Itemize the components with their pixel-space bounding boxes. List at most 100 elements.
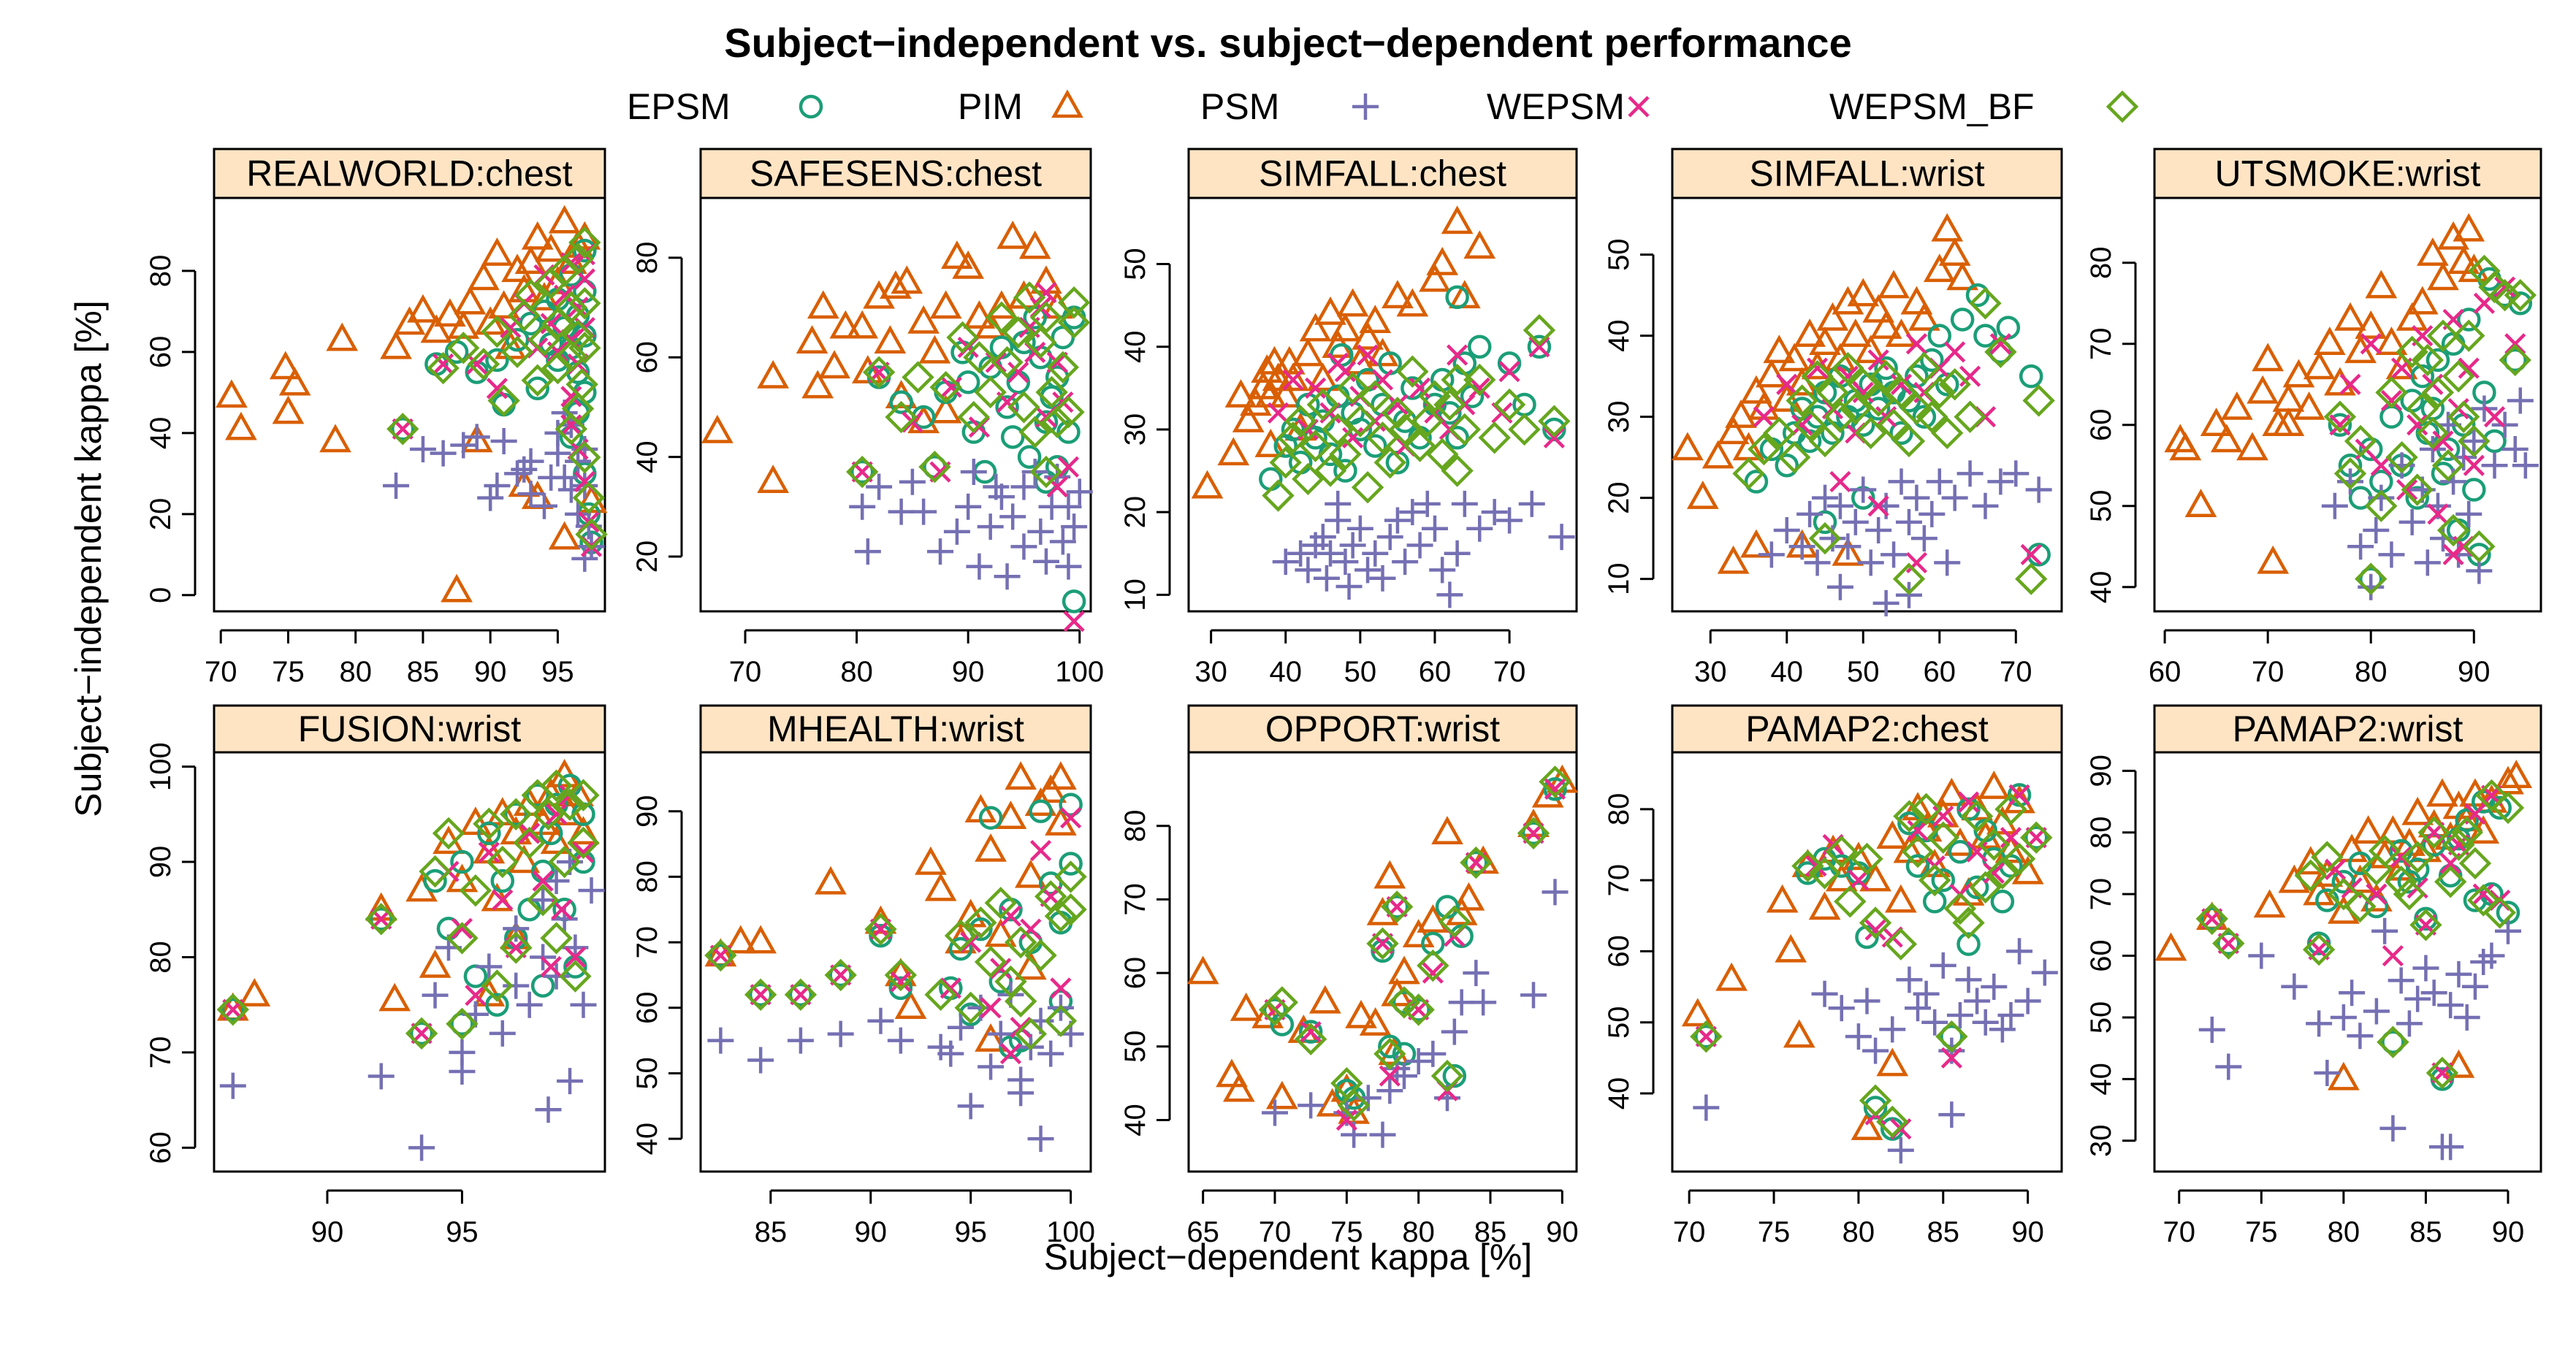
point-wepsm_bf: [1314, 454, 1347, 487]
point-psm: [1262, 1099, 1288, 1126]
point-wepsm: [560, 386, 582, 408]
y-tick-label: 30: [1603, 400, 1635, 433]
point-psm: [1287, 540, 1314, 567]
point-pim: [2377, 815, 2409, 844]
x-tick-label: 50: [1847, 656, 1880, 688]
point-pim: [2272, 383, 2305, 412]
point-wepsm_bf: [1337, 1089, 1371, 1122]
point-pim: [2401, 796, 2434, 825]
point-psm: [2501, 436, 2529, 463]
point-epsm: [1445, 426, 1469, 450]
point-wepsm_bf: [984, 887, 1017, 920]
strip-bg: [213, 148, 606, 199]
point-wepsm_bf: [1943, 892, 1977, 925]
point-psm: [2006, 938, 2033, 965]
point-wepsm_bf: [1824, 400, 1857, 433]
point-psm: [1981, 974, 2008, 1001]
point-wepsm: [1447, 344, 1468, 366]
y-tick-label: 60: [2085, 939, 2117, 972]
point-psm: [409, 436, 436, 463]
y-tick-label: 60: [2085, 408, 2117, 441]
point-psm: [854, 538, 881, 565]
point-psm: [1788, 533, 1815, 560]
y-tick-label: 0: [145, 587, 177, 603]
panel-title: OPPORT:wrist: [1265, 708, 1500, 749]
point-wepsm_bf: [1029, 301, 1063, 334]
point-wepsm_bf: [508, 299, 541, 332]
point-psm: [1842, 508, 1869, 535]
point-psm: [551, 464, 578, 491]
point-pim: [2385, 351, 2418, 380]
point-wepsm_bf: [1035, 375, 1068, 409]
point-wepsm_bf: [1870, 359, 1902, 393]
point-pim: [540, 825, 573, 855]
point-wepsm: [1029, 839, 1052, 862]
point-wepsm_bf: [1366, 927, 1399, 960]
point-wepsm_bf: [2003, 842, 2036, 876]
point-pim: [521, 221, 554, 250]
point-epsm: [1406, 998, 1430, 1022]
y-tick-label: 50: [1119, 1031, 1151, 1063]
point-wepsm_bf: [2212, 927, 2245, 960]
point-pim: [419, 949, 451, 978]
point-psm: [517, 481, 544, 508]
point-psm: [1470, 989, 1497, 1016]
point-wepsm_bf: [2327, 877, 2360, 911]
point-wepsm_bf: [2368, 834, 2401, 868]
point-wepsm_bf: [1002, 316, 1035, 349]
point-pim: [1292, 337, 1325, 367]
legend-marker-pim: [1051, 89, 1083, 118]
point-epsm: [956, 370, 980, 394]
point-wepsm_bf: [2450, 816, 2483, 849]
point-pim: [2252, 343, 2285, 372]
point-wepsm_bf: [481, 315, 514, 348]
point-wepsm_bf: [1292, 462, 1325, 496]
point-wepsm_bf: [1417, 949, 1449, 982]
point-wepsm: [2325, 858, 2347, 880]
plot-frame: [213, 196, 606, 613]
point-psm: [987, 1020, 1014, 1047]
point-psm: [1997, 1001, 2024, 1028]
point-psm: [543, 868, 570, 895]
point-pim: [963, 300, 996, 329]
point-wepsm_bf: [540, 769, 573, 802]
point-wepsm_bf: [2377, 1025, 2409, 1058]
point-wepsm_bf: [2453, 319, 2485, 352]
point-pim: [1441, 205, 1474, 234]
point-wepsm_bf: [1539, 765, 1571, 798]
panel-title: FUSION:wrist: [298, 708, 522, 749]
point-epsm: [1259, 467, 1283, 492]
point-epsm: [2426, 348, 2450, 373]
point-pim: [907, 405, 940, 434]
x-tick-label: 100: [1046, 1216, 1095, 1248]
point-pim: [1030, 265, 1062, 294]
point-psm: [1518, 490, 1545, 517]
point-wepsm_bf: [1778, 440, 1811, 474]
point-wepsm: [466, 353, 488, 375]
x-tick-label: 70: [2000, 656, 2032, 688]
panel-mhealth-wrist: MHEALTH:wrist 85 90 95 100 40 50 60 70 80 90: [631, 704, 1095, 1248]
point-wepsm_bf: [1884, 928, 1918, 960]
point-pim: [2154, 932, 2187, 961]
point-wepsm_bf: [432, 817, 465, 850]
panel-realworld-chest: REALWORLD:chest 70 75 80 85 90 95 0 20 40 60 80: [145, 148, 608, 688]
point-wepsm_bf: [446, 1007, 479, 1040]
point-pim: [975, 833, 1007, 862]
y-tick-label: 80: [631, 860, 663, 893]
point-epsm: [2019, 364, 2043, 389]
point-wepsm_bf: [555, 413, 588, 446]
point-psm: [2512, 452, 2539, 479]
point-pim: [1396, 288, 1429, 317]
point-wepsm_bf: [1791, 849, 1824, 882]
point-wepsm: [1940, 1047, 1962, 1069]
point-wepsm_bf: [2426, 319, 2460, 352]
point-wepsm_bf: [1969, 871, 2002, 904]
y-tick-label: 40: [1119, 331, 1151, 364]
strip-bg: [2153, 148, 2542, 199]
point-psm: [1369, 1121, 1396, 1148]
point-psm: [1905, 995, 1932, 1022]
y-tick-label: 50: [631, 1057, 663, 1090]
point-psm: [517, 448, 544, 475]
point-wepsm: [1020, 918, 1042, 940]
point-wepsm: [2494, 276, 2516, 298]
